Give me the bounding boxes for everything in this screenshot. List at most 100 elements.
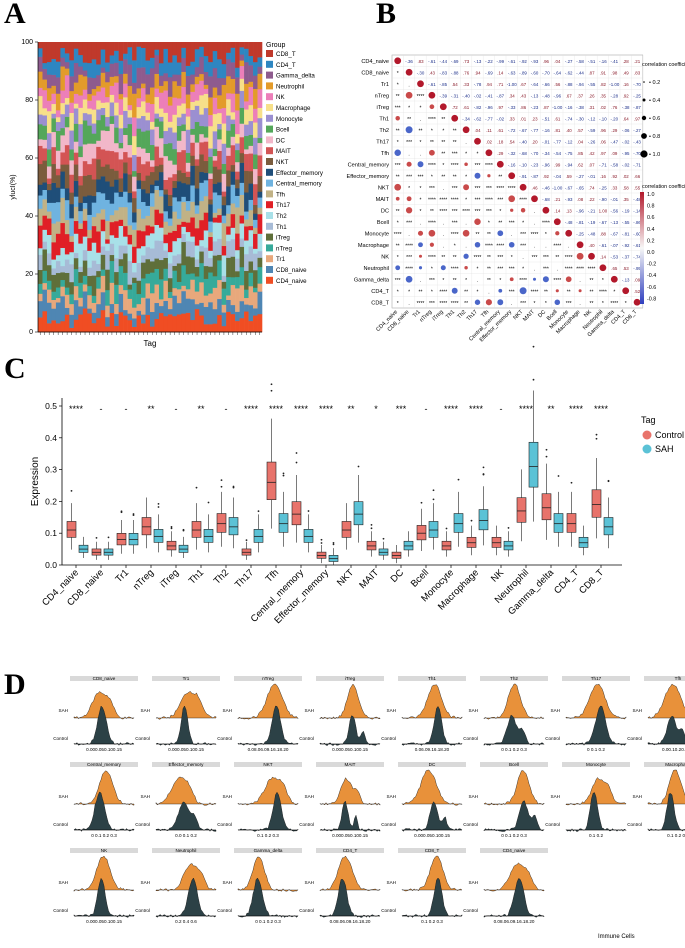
- stack-segment: [158, 279, 164, 300]
- stack-segment: [60, 265, 66, 273]
- stack-segment: [235, 288, 240, 312]
- stack-segment: [226, 130, 231, 148]
- stack-segment: [230, 42, 236, 48]
- outlier-point: [432, 498, 435, 501]
- coefficient-text: -.25: [633, 93, 641, 98]
- stack-segment: [221, 288, 227, 305]
- stack-segment: [253, 248, 258, 254]
- stack-segment: [167, 142, 173, 161]
- stack-segment: [38, 114, 43, 125]
- coefficient-text: -.60: [633, 231, 641, 236]
- coefficient-text: .09: [634, 277, 641, 282]
- stack-segment: [181, 265, 187, 286]
- stack-segment: [190, 165, 196, 186]
- stack-segment: [158, 259, 164, 280]
- stack-segment: [158, 137, 164, 158]
- stack-segment: [208, 199, 214, 205]
- coefficient-text: -.01: [588, 174, 596, 179]
- stack-segment: [244, 311, 249, 333]
- stack-segment: [46, 218, 52, 235]
- row-label: Tr1: [381, 82, 389, 88]
- significance-label: -: [100, 404, 103, 414]
- stack-segment: [257, 257, 263, 268]
- outlier-point: [307, 510, 310, 512]
- stack-segment: [150, 192, 155, 207]
- stack-segment: [172, 230, 178, 242]
- outlier-point: [195, 486, 198, 489]
- stack-segment: [150, 103, 155, 122]
- stack-segment: [114, 325, 119, 333]
- coefficient-text: .76: [463, 70, 470, 75]
- stack-segment: [194, 121, 200, 143]
- stack-segment: [163, 48, 169, 74]
- stack-segment: [87, 214, 93, 230]
- stack-segment: [185, 108, 191, 117]
- stack-segment: [87, 275, 93, 287]
- stack-segment: [194, 291, 200, 305]
- stack-segment: [239, 136, 245, 154]
- coefficient-text: .35: [623, 197, 630, 202]
- stack-segment: [69, 281, 75, 295]
- coefficient-text: .22: [588, 197, 595, 202]
- outlier-point: [270, 383, 273, 386]
- significance-star: ***: [406, 140, 412, 146]
- stack-segment: [46, 264, 52, 281]
- stack-segment: [136, 230, 142, 249]
- legend-swatch: [266, 60, 273, 68]
- significance-star: **: [441, 151, 445, 157]
- coefficient-text: -.01: [542, 139, 550, 144]
- stack-segment: [145, 193, 151, 206]
- stack-segment: [226, 52, 231, 60]
- stack-segment: [69, 203, 75, 219]
- stack-segment: [217, 123, 222, 130]
- stack-segment: [203, 230, 209, 248]
- facet-strip: [480, 848, 548, 853]
- stack-segment: [73, 108, 79, 124]
- density-ridge: [237, 705, 299, 746]
- stack-segment: [38, 195, 43, 209]
- stack-segment: [118, 148, 124, 160]
- correlation-dot: [463, 253, 469, 259]
- stack-segment: [123, 53, 128, 60]
- stack-segment: [100, 49, 106, 68]
- stack-segment: [55, 174, 61, 188]
- stack-segment: [123, 236, 128, 246]
- stack-segment: [226, 234, 231, 242]
- stack-segment: [141, 262, 146, 279]
- stack-segment: [239, 238, 245, 247]
- ridge-row-label: SAH: [633, 708, 642, 713]
- ridge-row-label: Control: [217, 908, 232, 913]
- y-tick-label: 80: [25, 97, 33, 104]
- stack-segment: [226, 204, 231, 214]
- stack-segment: [221, 196, 227, 206]
- correlation-dot: [508, 195, 516, 203]
- significance-star: ***: [452, 151, 458, 157]
- row-label: Th17: [376, 140, 389, 146]
- significance-star: .: [534, 220, 535, 226]
- stack-segment: [78, 282, 84, 298]
- stack-segment: [244, 101, 249, 110]
- correlation-dot: [405, 207, 413, 214]
- stack-segment: [145, 235, 151, 248]
- coefficient-text: -.63: [508, 70, 516, 75]
- stack-segment: [203, 212, 209, 231]
- stack-segment: [78, 74, 84, 96]
- stack-segment: [230, 62, 236, 79]
- stack-segment: [257, 155, 263, 176]
- coefficient-text: -.67: [565, 185, 573, 190]
- x-tick-label: CD4_T: [552, 567, 581, 596]
- row-label: CD4_naive: [361, 59, 389, 65]
- correlation-dot: [497, 230, 504, 237]
- legend-item-label: MAIT: [276, 148, 291, 155]
- outlier-point: [157, 506, 160, 508]
- stack-segment: [167, 291, 173, 299]
- stack-segment: [239, 300, 245, 319]
- significance-star: *: [420, 197, 422, 203]
- stack-segment: [123, 110, 128, 129]
- facet-tick-label: 0.08.06.09.16.18.20: [248, 747, 289, 752]
- stack-segment: [212, 183, 218, 193]
- box-body: [541, 493, 552, 521]
- stack-segment: [221, 77, 227, 85]
- significance-star: **: [453, 255, 457, 261]
- stack-segment: [123, 134, 128, 153]
